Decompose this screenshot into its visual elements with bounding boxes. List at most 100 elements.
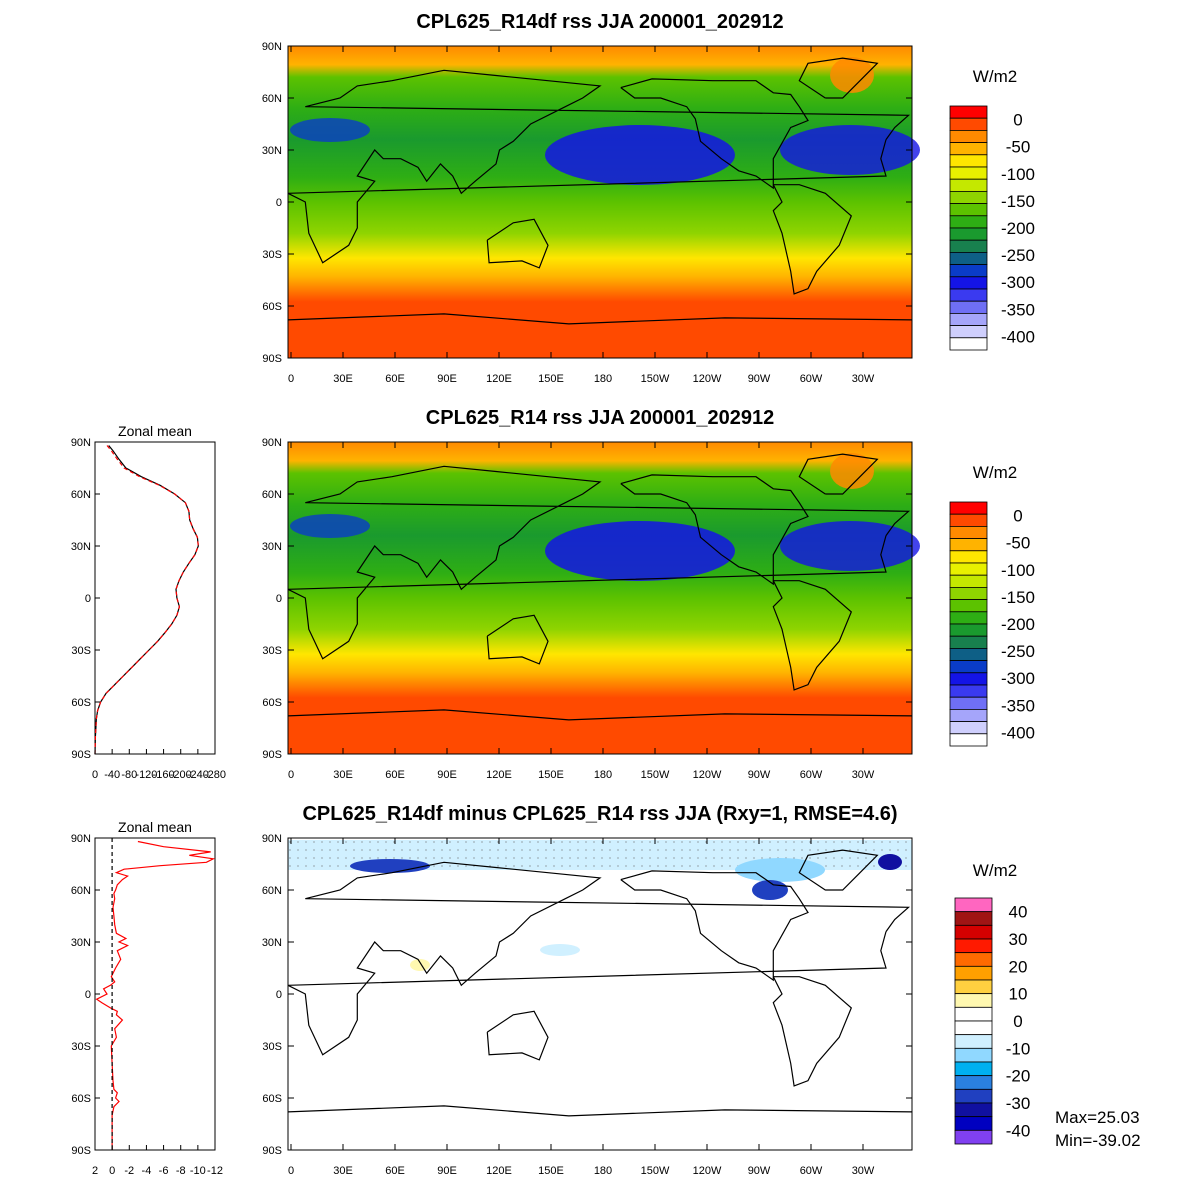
colorbar-box: [949, 154, 988, 168]
colorbar-label: -100: [1001, 165, 1035, 184]
x-tick-label: 30W: [852, 373, 875, 385]
x-tick-label: 90E: [437, 769, 457, 781]
x-tick-label: 120W: [693, 373, 722, 385]
colorbar-box: [949, 672, 988, 686]
colorbar-box: [954, 1047, 993, 1063]
panel-1-field: [288, 46, 912, 358]
panel-3-zonal-mean-x-axis: 2 0 -2 -4 -6 -8 -10 -12: [92, 1145, 223, 1177]
panel-2-zonal-mean-title: Zonal mean: [118, 423, 192, 439]
panel-3-colorbar: W/m2 40 30 20 10 0 -10 -20 -30 -40: [954, 861, 1031, 1145]
x-tick-label: 150W: [641, 769, 670, 781]
coastline-antarctica: [287, 709, 913, 721]
colorbar-box: [949, 696, 988, 710]
colorbar-label: -400: [1001, 327, 1035, 346]
panel-2-colorbar-boxes: [949, 501, 988, 747]
y-tick-label: 90N: [262, 41, 282, 53]
panel-2-x-axis: 0 30E 60E 90E 120E 150E 180 150W 120W 90W 60W 30W: [288, 442, 875, 781]
y-tick-label: 0: [276, 593, 282, 605]
colorbar-box: [949, 648, 988, 662]
zm-y-tick-label: 60N: [71, 489, 91, 501]
colorbar-box: [954, 1006, 993, 1022]
colorbar-box: [949, 635, 988, 649]
panel-1-colorbar-boxes: [949, 105, 988, 351]
colorbar-box: [949, 215, 988, 229]
colorbar-box: [949, 251, 988, 265]
colorbar-box: [949, 203, 988, 217]
zm-x-tick-label: -80: [121, 769, 137, 781]
x-tick-label: 120E: [486, 1165, 512, 1177]
colorbar-box: [949, 105, 988, 119]
panel-2-blue-atlantic: [780, 521, 920, 571]
zm-x-tick-label: -4: [142, 1165, 152, 1177]
colorbar-box: [949, 574, 988, 588]
colorbar-box: [949, 142, 988, 156]
y-tick-label: 30S: [262, 1041, 282, 1053]
colorbar-box: [954, 1075, 993, 1090]
panel-1-colorbar: W/m2 0 -50 -100 -150 -200 -250 -300 -350 -400: [949, 67, 1035, 351]
coastline-1: [620, 474, 809, 586]
x-tick-label: 0: [288, 373, 294, 385]
coastline-0: [287, 861, 911, 1056]
panel-1-title: CPL625_R14df rss JJA 200001_202912: [416, 11, 783, 33]
coastline-4: [798, 57, 879, 99]
panel-3-zonal-mean-lines: [95, 838, 216, 1150]
x-tick-label: 60W: [800, 1165, 823, 1177]
panel-3-min-stat: Min=-39.02: [1055, 1131, 1141, 1150]
y-tick-label: 60S: [262, 301, 282, 313]
panel-1-blue-pacific: [545, 125, 735, 185]
panel-3-map: [287, 837, 913, 1151]
y-tick-label: 30S: [262, 249, 282, 261]
coastline-4: [798, 849, 879, 891]
colorbar-label: -350: [1001, 300, 1035, 319]
colorbar-label: -300: [1001, 669, 1035, 688]
colorbar-box: [949, 190, 988, 204]
panel-2-zonal-mean-lines: [94, 445, 199, 755]
panel-2-blue-med: [290, 514, 370, 538]
colorbar-label: -250: [1001, 246, 1035, 265]
colorbar-label: 0: [1013, 507, 1022, 526]
panel-1-x-axis: 0 30E 60E 90E 120E 150E 180 150W 120W 90W 60W 30W: [288, 46, 875, 385]
coastline-antarctica: [287, 313, 913, 325]
colorbar-box: [954, 979, 993, 995]
panel-2-colorbar-labels: 0 -50 -100 -150 -200 -250 -300 -350 -400: [1001, 507, 1035, 743]
colorbar-box: [949, 587, 988, 601]
panel-3-zonal-mean-y-axis: 90N 60N 30N 0 30S 60S 90S: [71, 833, 100, 1157]
x-tick-label: 60E: [385, 1165, 405, 1177]
colorbar-box: [949, 538, 988, 552]
colorbar-label: 20: [1009, 957, 1028, 976]
zm-x-tick-label: -240: [187, 769, 209, 781]
y-tick-label: 90S: [262, 1145, 282, 1157]
panel-3-zonal-mean-frame: [94, 837, 216, 1151]
x-tick-label: 150W: [641, 373, 670, 385]
colorbar-label: 40: [1009, 903, 1028, 922]
colorbar-box: [949, 660, 988, 674]
x-tick-label: 150E: [538, 1165, 564, 1177]
x-tick-label: 30E: [333, 373, 353, 385]
colorbar-box: [954, 952, 993, 967]
colorbar-box: [949, 513, 988, 527]
panel-3-zonal-mean-title: Zonal mean: [118, 819, 192, 835]
colorbar-label: -300: [1001, 273, 1035, 292]
colorbar-box: [954, 1102, 993, 1118]
zm-x-tick-label: -120: [135, 769, 157, 781]
zm-y-tick-label: 60N: [71, 885, 91, 897]
colorbar-label: 0: [1013, 111, 1022, 130]
y-tick-label: 60N: [262, 489, 282, 501]
x-tick-label: 60E: [385, 769, 405, 781]
colorbar-box: [954, 1034, 993, 1049]
colorbar-label: -20: [1006, 1067, 1031, 1086]
panel-3: CPL625_R14df minus CPL625_R14 rss JJA (R…: [71, 803, 1141, 1177]
colorbar-box: [949, 684, 988, 698]
colorbar-label: -200: [1001, 615, 1035, 634]
panel-3-x-axis: 0 30E 60E 90E 120E 150E 180 150W 120W 90W 60W 30W: [288, 838, 875, 1177]
panel-3-y-axis: 90N 60N 30N 0 30S 60S 90S: [262, 833, 912, 1157]
panel-2-map: [287, 441, 920, 755]
panel-3-max-stat: Max=25.03: [1055, 1108, 1140, 1127]
x-tick-label: 180: [594, 1165, 612, 1177]
coastline-2: [772, 184, 853, 295]
x-tick-label: 150W: [641, 1165, 670, 1177]
panel-3-field: [288, 838, 912, 1150]
x-tick-label: 60W: [800, 769, 823, 781]
coastline-3: [486, 1010, 549, 1061]
panel-3-colorbar-labels: 40 30 20 10 0 -10 -20 -30 -40: [1006, 903, 1031, 1141]
